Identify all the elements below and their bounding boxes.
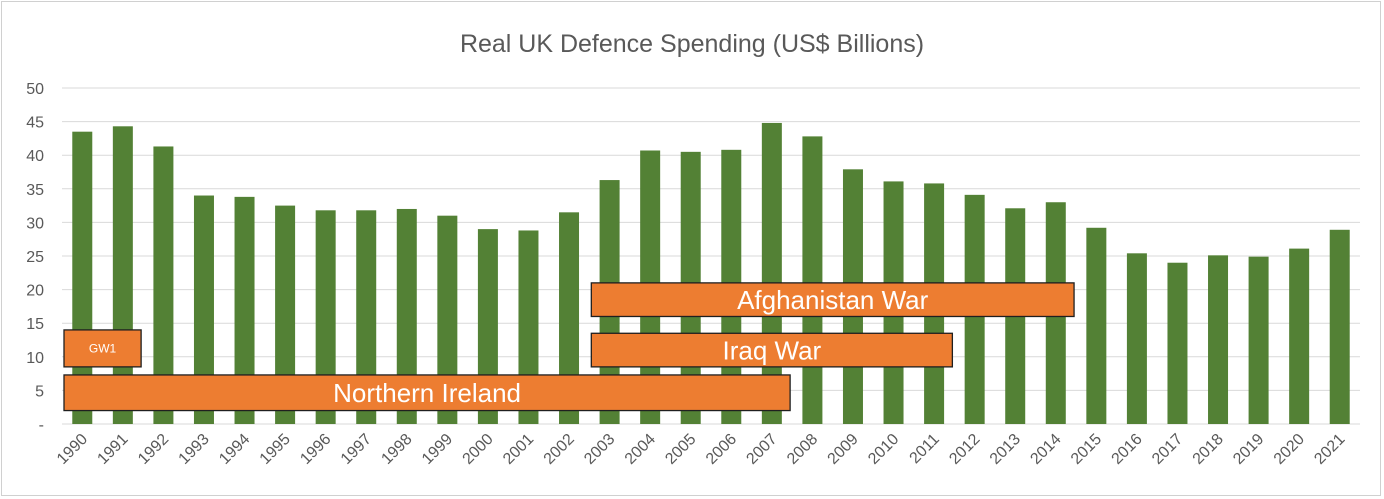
bar bbox=[315, 210, 336, 424]
x-tick-label: 1993 bbox=[176, 431, 213, 468]
x-tick-label: 2004 bbox=[622, 431, 659, 468]
grid-lines bbox=[62, 87, 1360, 425]
y-axis-ticks: - 5 10 15 20 25 30 35 40 45 50 bbox=[26, 81, 44, 434]
x-tick-label: 1997 bbox=[338, 431, 375, 468]
bar bbox=[1167, 262, 1188, 424]
y-tick-label: 35 bbox=[26, 182, 44, 199]
bar bbox=[356, 210, 377, 424]
x-tick-label: 2019 bbox=[1230, 431, 1267, 468]
x-tick-label: 1992 bbox=[135, 431, 172, 468]
x-tick-label: 1999 bbox=[419, 431, 456, 468]
x-tick-label: 2006 bbox=[703, 431, 740, 468]
annotation-rect bbox=[590, 332, 954, 368]
x-axis-ticks: 1990 1991 1992 1993 1994 1995 1996 1997 1998 1999… bbox=[54, 431, 1349, 468]
y-tick-label: 45 bbox=[26, 115, 44, 132]
y-tick-label: - bbox=[39, 417, 44, 434]
x-tick-label: 2016 bbox=[1109, 431, 1146, 468]
x-tick-label: 2008 bbox=[784, 431, 821, 468]
y-tick-label: 30 bbox=[26, 215, 44, 232]
x-tick-label: 1991 bbox=[94, 431, 131, 468]
annotation-box: Iraq War bbox=[590, 332, 954, 368]
x-tick-label: 1996 bbox=[297, 431, 334, 468]
annotation-label: Iraq War bbox=[722, 335, 821, 365]
x-tick-label: 2020 bbox=[1271, 431, 1308, 468]
bar bbox=[437, 215, 458, 424]
x-tick-label: 2005 bbox=[662, 431, 699, 468]
x-tick-label: 2021 bbox=[1311, 431, 1348, 468]
bar bbox=[1208, 255, 1229, 424]
annotations: Afghanistan War Iraq War GW1 Northern Irela… bbox=[63, 282, 1075, 412]
x-tick-label: 2015 bbox=[1068, 431, 1105, 468]
bar bbox=[1126, 253, 1147, 424]
annotation-label: Afghanistan War bbox=[737, 285, 929, 315]
bar bbox=[1329, 229, 1350, 424]
x-tick-label: 1994 bbox=[216, 431, 253, 468]
annotation-rect bbox=[63, 374, 791, 412]
y-tick-label: 15 bbox=[26, 316, 44, 333]
y-tick-label: 40 bbox=[26, 148, 44, 165]
chart-title: Real UK Defence Spending (US$ Billions) bbox=[460, 30, 924, 58]
annotation-box: Afghanistan War bbox=[590, 282, 1075, 318]
annotation-rect bbox=[590, 282, 1075, 318]
y-tick-label: 50 bbox=[26, 81, 44, 98]
x-tick-label: 2003 bbox=[581, 431, 618, 468]
bar bbox=[193, 195, 214, 424]
x-tick-label: 2002 bbox=[541, 431, 578, 468]
bar bbox=[802, 136, 823, 424]
bar bbox=[1086, 227, 1107, 424]
annotation-label: GW1 bbox=[89, 342, 117, 356]
x-tick-label: 2010 bbox=[865, 431, 902, 468]
y-tick-label: 25 bbox=[26, 249, 44, 266]
x-tick-label: 2018 bbox=[1190, 431, 1227, 468]
x-tick-label: 2009 bbox=[825, 431, 862, 468]
x-tick-label: 2017 bbox=[1149, 431, 1186, 468]
bar bbox=[559, 212, 580, 424]
x-tick-label: 1998 bbox=[378, 431, 415, 468]
y-tick-label: 10 bbox=[26, 350, 44, 367]
x-tick-label: 1990 bbox=[54, 431, 91, 468]
y-tick-label: 20 bbox=[26, 283, 44, 300]
annotation-box: GW1 bbox=[63, 329, 142, 368]
x-tick-label: 2000 bbox=[460, 431, 497, 468]
bar bbox=[396, 208, 417, 424]
x-tick-label: 2011 bbox=[907, 431, 943, 467]
x-tick-label: 2001 bbox=[500, 431, 537, 468]
x-tick-label: 1995 bbox=[257, 431, 294, 468]
x-tick-label: 2013 bbox=[987, 431, 1024, 468]
bar bbox=[153, 146, 174, 425]
x-tick-label: 2007 bbox=[743, 431, 780, 468]
bar bbox=[275, 205, 296, 424]
x-tick-label: 2014 bbox=[1027, 431, 1064, 468]
y-tick-label: 5 bbox=[35, 383, 44, 400]
x-tick-label: 2012 bbox=[946, 431, 983, 468]
bar bbox=[1289, 248, 1310, 424]
bar bbox=[234, 196, 255, 424]
bar bbox=[1248, 256, 1269, 424]
annotation-box: Northern Ireland bbox=[63, 374, 791, 412]
annotation-rect bbox=[63, 329, 142, 368]
annotation-label: Northern Ireland bbox=[333, 378, 521, 408]
